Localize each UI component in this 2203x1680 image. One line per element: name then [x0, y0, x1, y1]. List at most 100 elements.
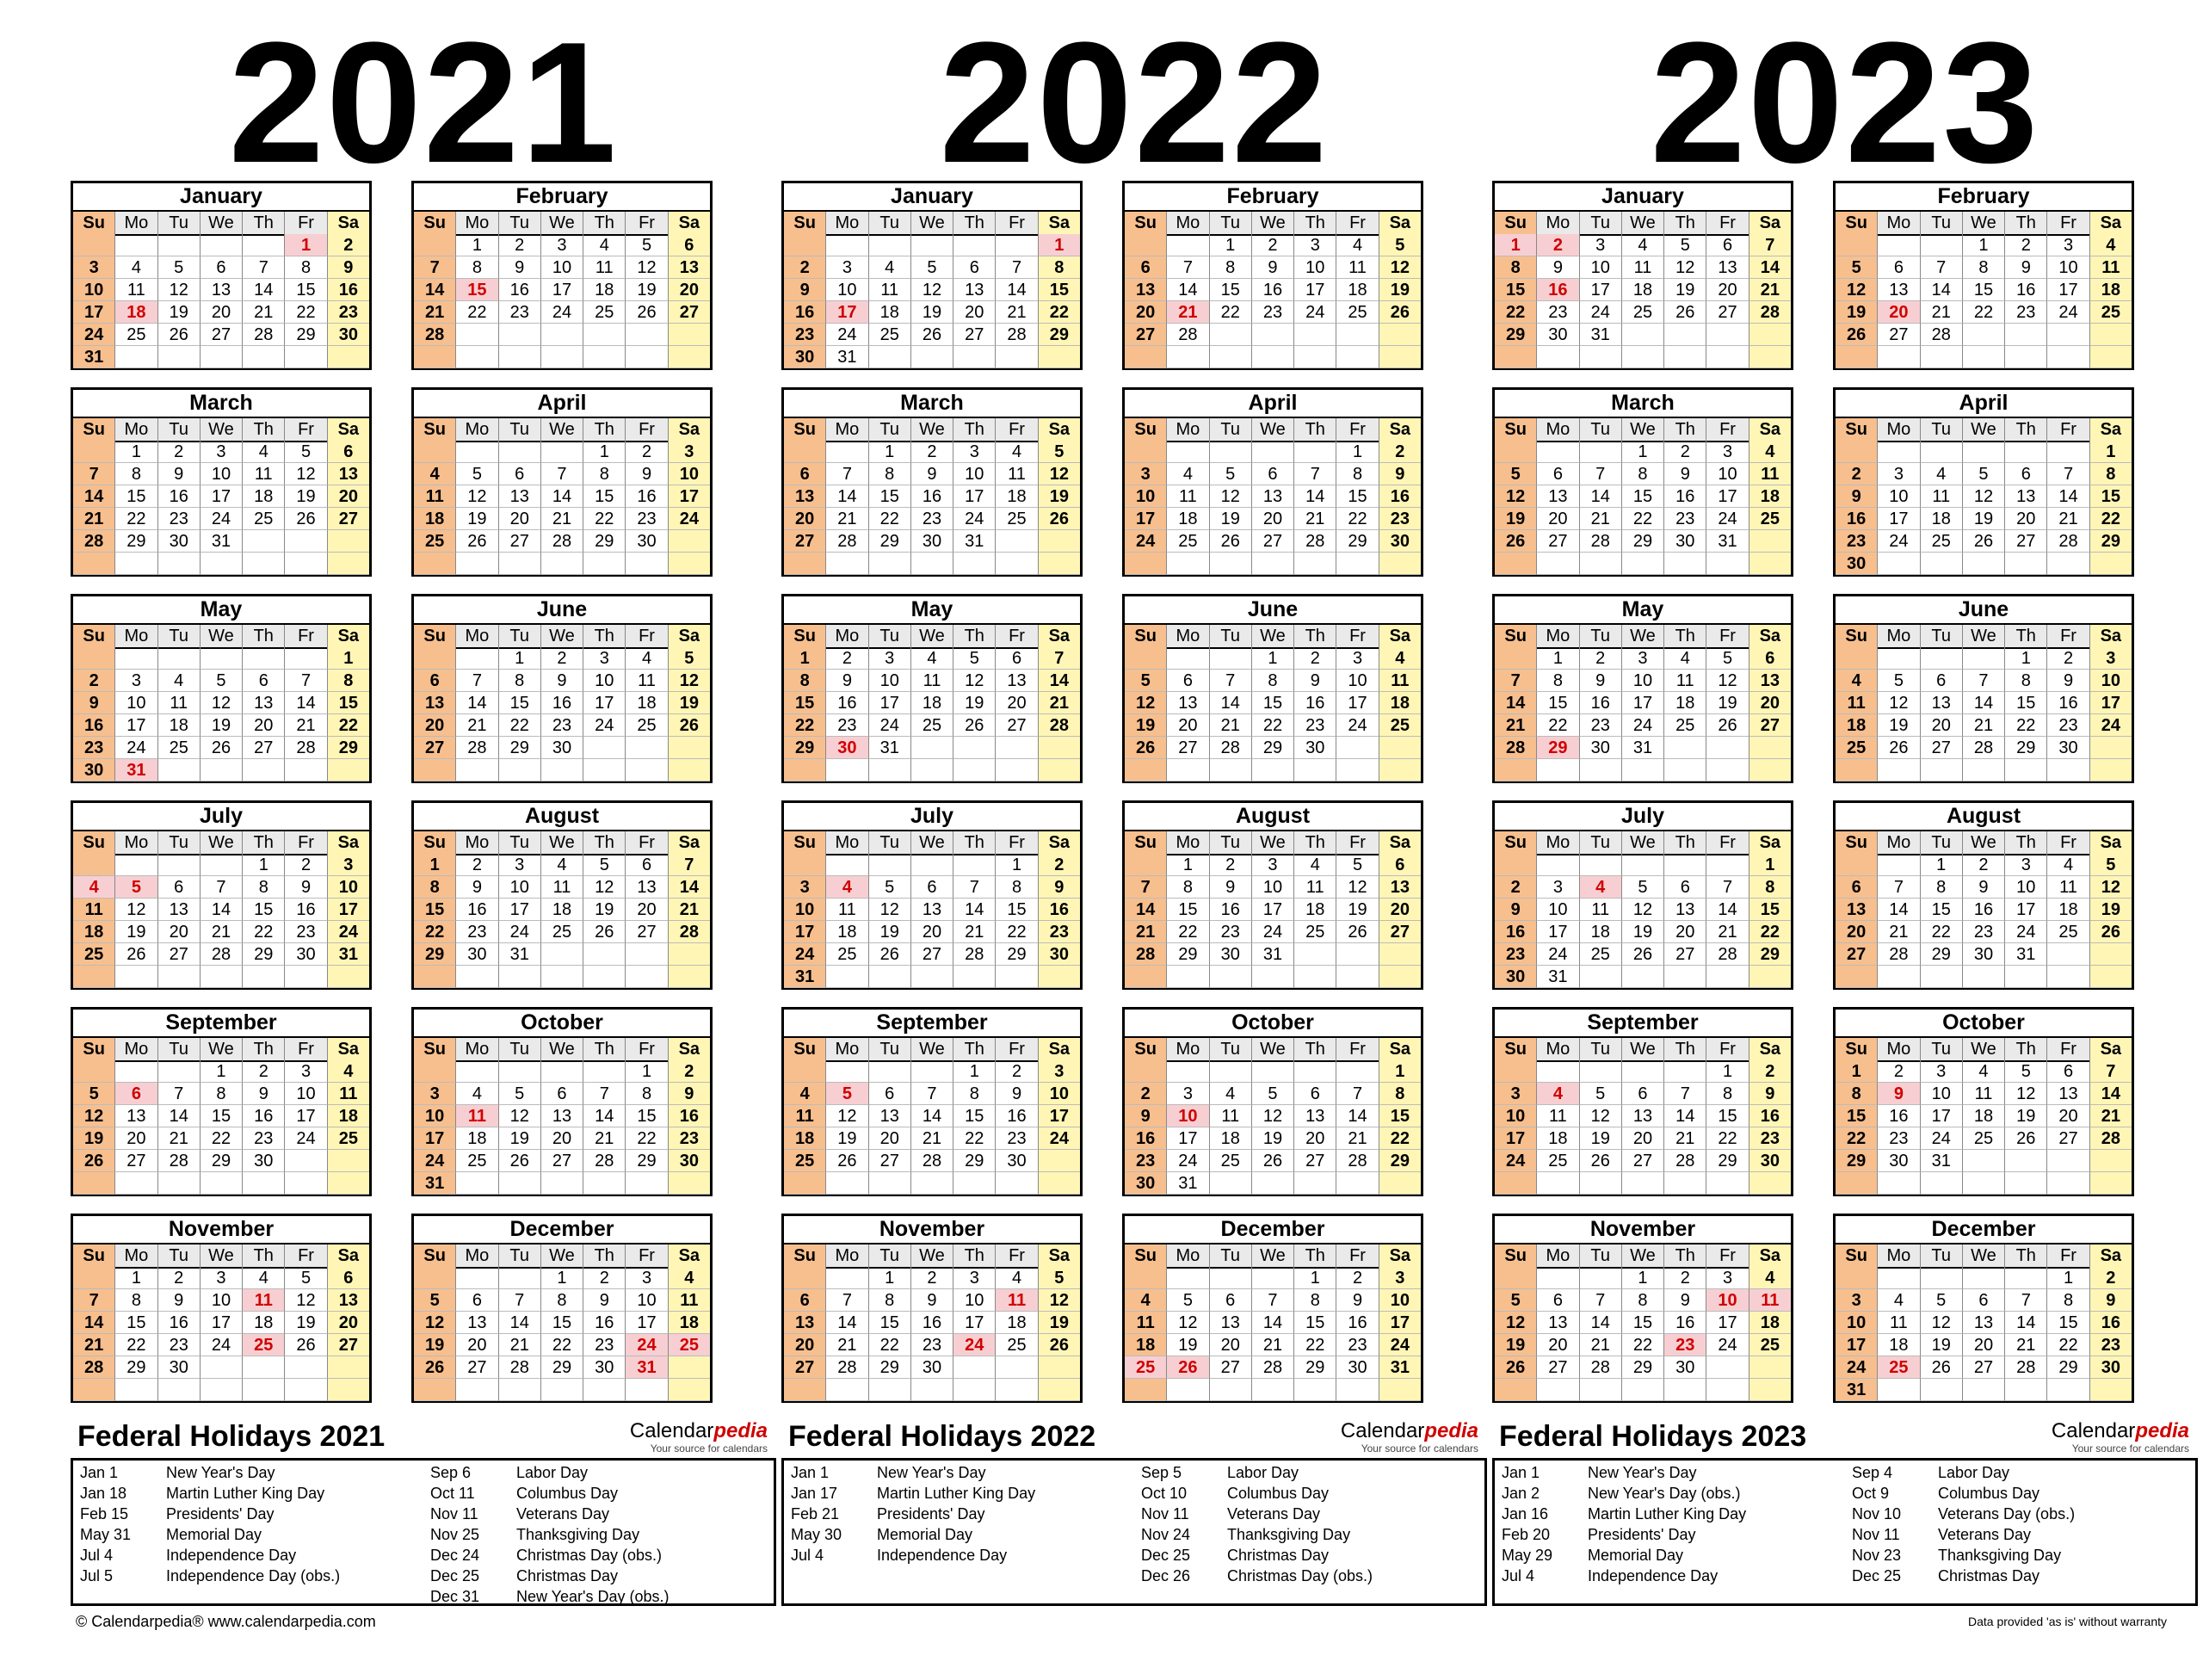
day-cell: 23	[285, 921, 328, 943]
day-cell	[583, 1172, 626, 1195]
day-cell: 29	[1920, 943, 1963, 966]
day-cell: 28	[73, 530, 116, 553]
day-cell: 24	[2005, 921, 2048, 943]
day-cell: 24	[1038, 1127, 1080, 1150]
day-cell	[1167, 234, 1210, 256]
day-cell: 3	[1836, 1289, 1879, 1312]
weekday-header: Sa	[1749, 1245, 1791, 1267]
day-cell: 17	[200, 485, 244, 508]
day-cell: 14	[73, 1312, 116, 1334]
weeks-grid: 1 2 3 4 5 6 7 8 9 10 11 12 13 14 15 16 17 18 19 20 21 22 23 24 2…	[1125, 854, 1421, 988]
holiday-date: Nov 10	[1852, 1505, 1902, 1522]
day-cell	[626, 1379, 669, 1401]
day-cell	[1749, 530, 1791, 553]
day-cell	[285, 530, 328, 553]
day-cell: 8	[1621, 1289, 1665, 1312]
month-block: January Su Mo Tu We Th Fr Sa 1 2 3 4 5 6 7 8 9 10 11 12 13 14…	[1492, 181, 1793, 370]
day-cell: 21	[1495, 714, 1538, 737]
day-cell: 3	[115, 670, 158, 692]
day-cell	[1621, 346, 1665, 368]
day-cell: 18	[1878, 1334, 1921, 1356]
week-row: 20 21 22 23 24 25 26	[1125, 301, 1421, 324]
month-block: October Su Mo Tu We Th Fr Sa 1 2 3 4 5 6 7 8 9 10 11 12 13 14…	[411, 1007, 713, 1196]
copyright-footer: © Calendarpedia® www.calendarpedia.com	[76, 1613, 376, 1630]
day-cell	[1251, 1379, 1295, 1401]
day-cell: 27	[1664, 943, 1707, 966]
day-cell	[540, 346, 584, 368]
day-cell: 16	[540, 692, 584, 714]
day-cell: 30	[157, 1356, 201, 1379]
day-cell: 16	[1579, 692, 1622, 714]
day-cell: 29	[626, 1150, 669, 1172]
day-cell: 8	[115, 463, 158, 485]
day-cell	[1664, 324, 1707, 346]
holiday-name: New Year's Day (obs.)	[1588, 1485, 1741, 1502]
day-cell: 3	[2089, 647, 2132, 670]
day-cell	[1125, 441, 1168, 463]
day-cell: 29	[1706, 1150, 1749, 1172]
day-cell	[1495, 441, 1538, 463]
day-cell	[1962, 1379, 2006, 1401]
month-block: August Su Mo Tu We Th Fr Sa 1 2 3 4 5 6 7 8 9 10 11 12 13 14 1…	[1122, 800, 1423, 990]
day-cell	[1251, 1267, 1295, 1289]
day-cell: 3	[1920, 1060, 1963, 1083]
day-cell: 21	[200, 921, 244, 943]
day-cell: 21	[953, 921, 997, 943]
day-cell	[200, 234, 244, 256]
weekday-header: Fr	[2047, 625, 2090, 647]
weekday-header: Mo	[1537, 1245, 1580, 1267]
day-cell	[1621, 854, 1665, 876]
week-row	[1836, 1172, 2132, 1195]
day-cell: 15	[1920, 899, 1963, 921]
week-row: 18 19 20 21 22 23 24	[1125, 1334, 1421, 1356]
day-cell: 12	[2089, 876, 2132, 899]
day-cell	[1920, 1379, 1963, 1401]
week-row	[784, 553, 1080, 575]
day-cell	[1495, 1060, 1538, 1083]
day-cell: 8	[996, 876, 1039, 899]
day-cell	[456, 966, 499, 988]
day-cell: 13	[456, 1312, 499, 1334]
day-cell: 28	[2089, 1127, 2132, 1150]
month-block: June Su Mo Tu We Th Fr Sa 1 2 3 4 5 6 7 8 9 10 11 12 13 14 15 1…	[1833, 594, 2134, 783]
day-cell: 15	[1962, 279, 2006, 301]
day-cell	[1749, 759, 1791, 781]
day-cell: 18	[1294, 899, 1337, 921]
day-cell	[540, 759, 584, 781]
month-block: February Su Mo Tu We Th Fr Sa 1 2 3 4 5 6 7 8 9 10 11 12 13 1…	[1122, 181, 1423, 370]
day-cell: 21	[1579, 1334, 1622, 1356]
week-row: 30 31	[1495, 966, 1791, 988]
day-cell: 9	[1664, 463, 1707, 485]
day-cell: 23	[1294, 714, 1337, 737]
day-cell: 7	[1706, 876, 1749, 899]
weekday-header: Mo	[826, 418, 869, 441]
day-cell: 22	[1038, 301, 1080, 324]
week-row: 8 9 10 11 12 13 14	[1836, 1083, 2132, 1105]
day-cell: 3	[285, 1060, 328, 1083]
day-cell: 2	[498, 234, 541, 256]
day-cell: 17	[200, 1312, 244, 1334]
day-cell: 7	[826, 1289, 869, 1312]
day-cell: 3	[868, 647, 911, 670]
day-cell: 2	[1125, 1083, 1168, 1105]
day-cell: 2	[157, 1267, 201, 1289]
day-cell	[456, 346, 499, 368]
day-cell: 4	[2089, 234, 2132, 256]
day-cell: 7	[1962, 670, 2006, 692]
day-cell: 3	[953, 1267, 997, 1289]
weekday-header: Su	[73, 625, 116, 647]
day-cell: 29	[327, 737, 369, 759]
day-cell: 12	[1379, 256, 1421, 279]
day-cell	[73, 1172, 116, 1195]
week-row: 6 7 8 9 10 11 12	[1125, 256, 1421, 279]
day-cell	[115, 1060, 158, 1083]
weekday-header: Su	[414, 625, 457, 647]
day-cell: 13	[1836, 899, 1879, 921]
day-cell	[285, 553, 328, 575]
holiday-date: Jan 16	[1502, 1505, 1549, 1522]
month-block: November Su Mo Tu We Th Fr Sa 1 2 3 4 5 6 7 8 9 10 11 12 13 1…	[781, 1214, 1083, 1403]
day-cell	[1251, 1172, 1295, 1195]
day-cell: 1	[1621, 441, 1665, 463]
week-row: 28	[414, 324, 710, 346]
